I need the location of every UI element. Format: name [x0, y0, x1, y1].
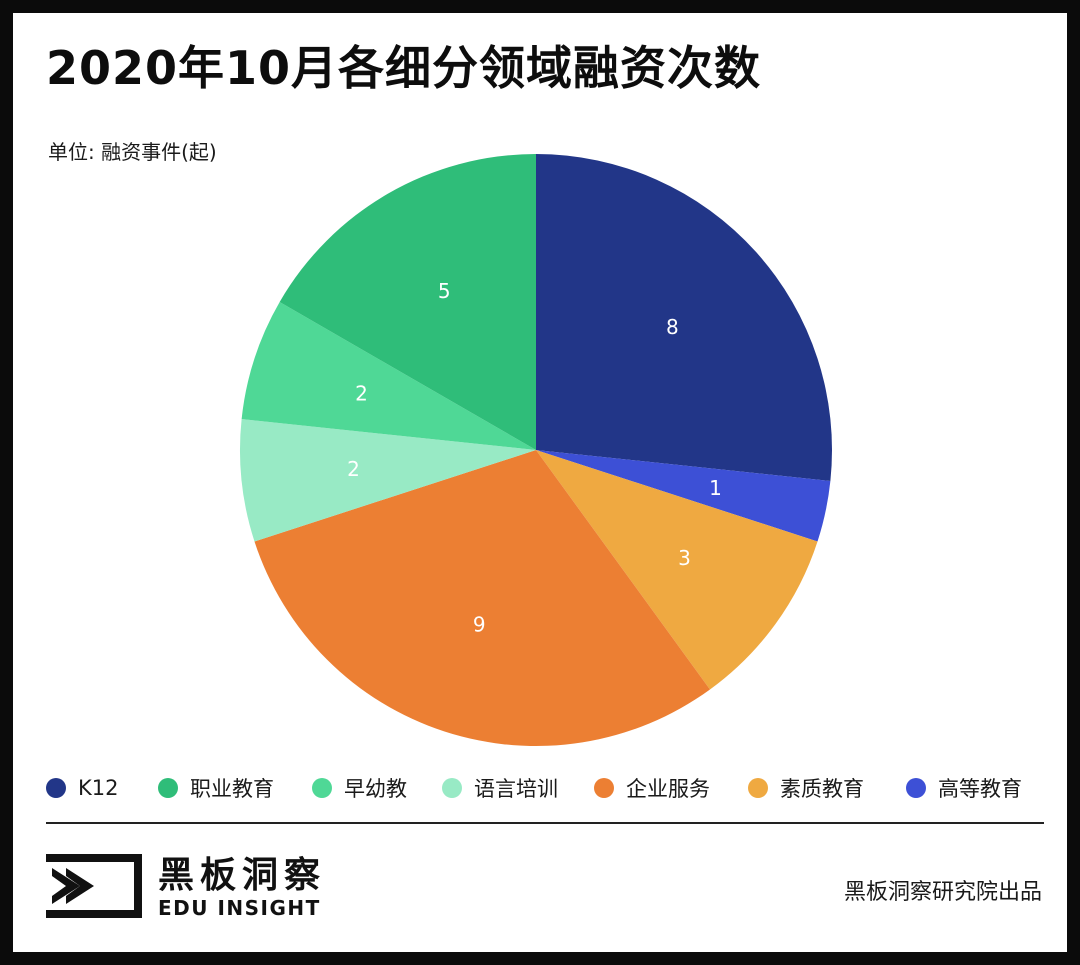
legend-label: 企业服务: [626, 777, 710, 801]
pie-data-label: 3: [678, 546, 691, 570]
legend-label: 职业教育: [190, 777, 274, 801]
legend-swatch: [748, 778, 768, 798]
pie-slice-5: [241, 302, 536, 450]
legend-swatch: [46, 778, 66, 798]
pie-data-label: 9: [473, 613, 486, 637]
legend-item-early-childhood: 早幼教: [312, 772, 407, 804]
footer-divider: [46, 822, 1044, 824]
pie-slice-4: [240, 419, 536, 542]
legend-item-quality: 素质教育: [748, 772, 864, 804]
legend-swatch: [906, 778, 926, 798]
legend-item-language: 语言培训: [442, 772, 558, 804]
legend-label: K12: [78, 776, 119, 800]
unit-label: 单位: 融资事件(起): [48, 140, 217, 164]
legend-label: 早幼教: [344, 777, 407, 801]
brand-logo: 黑板洞察 EDU INSIGHT: [46, 850, 346, 922]
legend-item-vocational: 职业教育: [158, 772, 274, 804]
pie-data-labels: 8 1 3 9 2 2 5: [347, 279, 722, 636]
legend-swatch: [594, 778, 614, 798]
pie-slice-2: [536, 450, 818, 690]
legend-item-higher-ed: 高等教育: [906, 772, 1022, 804]
legend-label: 语言培训: [474, 777, 558, 801]
pie-data-label: 1: [709, 476, 722, 500]
legend-label: 高等教育: [938, 777, 1022, 801]
logo-text-en: EDU INSIGHT: [158, 896, 321, 920]
pie-data-label: 2: [347, 457, 360, 481]
chart-title: 2020年10月各细分领域融资次数: [46, 41, 762, 95]
legend-item-k12: K12: [46, 772, 119, 804]
pie-slice-0: [536, 154, 832, 481]
legend-swatch: [158, 778, 178, 798]
pie-data-label: 8: [666, 315, 679, 339]
credit-text: 黑板洞察研究院出品: [843, 880, 1042, 905]
logo-mark-icon: [46, 854, 142, 918]
logo-text-cn: 黑板洞察: [158, 855, 327, 896]
pie-slice-6: [279, 154, 536, 450]
pie-slice-1: [536, 450, 831, 542]
pie-slices: [240, 154, 832, 746]
pie-slice-3: [254, 450, 710, 746]
legend-label: 素质教育: [780, 777, 864, 801]
pie-data-label: 5: [438, 279, 451, 303]
legend-swatch: [312, 778, 332, 798]
pie-data-label: 2: [355, 381, 368, 405]
legend-item-enterprise: 企业服务: [594, 772, 710, 804]
legend: K12 职业教育 早幼教 语言培训 企业服务 素质教育 高等教育: [46, 772, 1066, 804]
legend-swatch: [442, 778, 462, 798]
